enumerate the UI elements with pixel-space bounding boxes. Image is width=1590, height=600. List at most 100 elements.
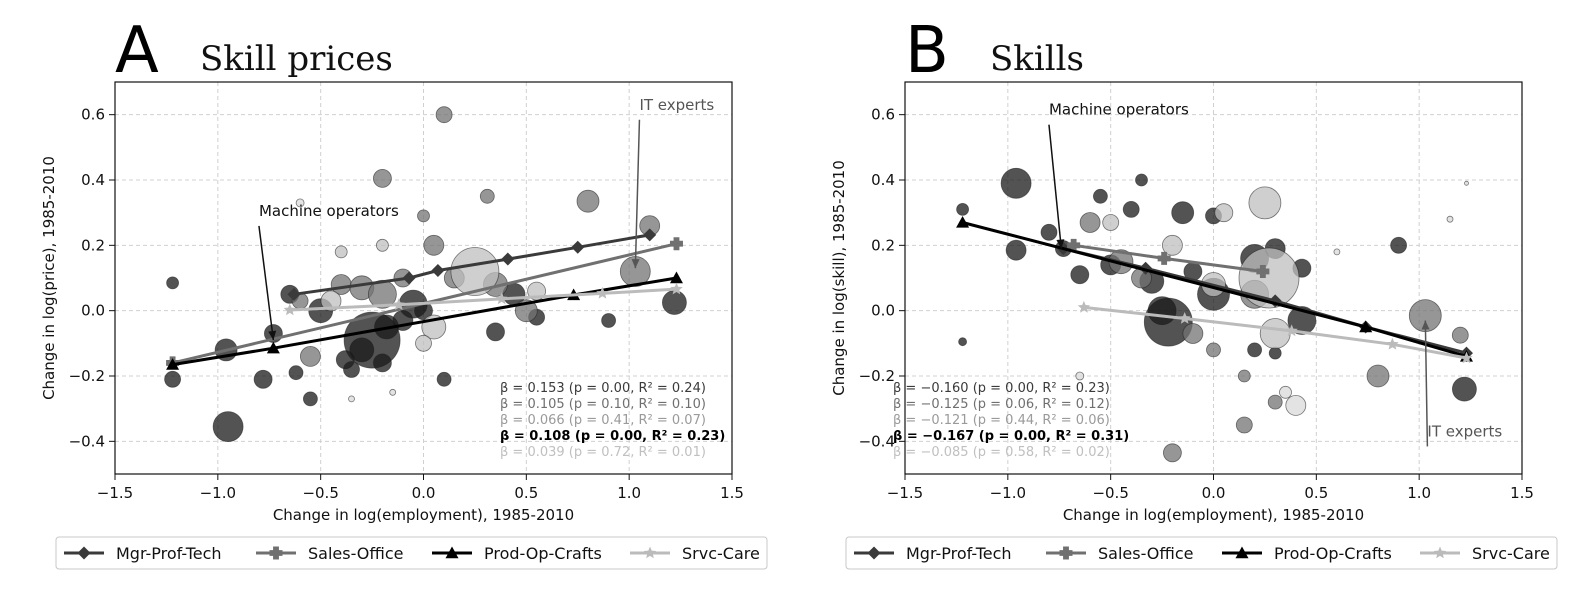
regression-stat: β = −0.167 (p = 0.00, R² = 0.31): [893, 429, 1129, 444]
y-tick-label: 0.4: [81, 171, 105, 189]
scatter-point: [958, 337, 968, 347]
x-tick-label: −1.0: [990, 484, 1026, 502]
fit-line: [293, 233, 650, 296]
x-tick-label: 0.0: [412, 484, 436, 502]
chart-a-svg: A Skill prices −1.5 −1.0 −0.5 0.0 0.5 1.0 1.5 −0.…: [40, 14, 768, 570]
scatter-point: [576, 189, 600, 213]
scatter-point: [372, 353, 392, 373]
legend-label: Mgr-Prof-Tech: [116, 544, 222, 563]
y-tick-label: 0.4: [871, 171, 895, 189]
legend: Mgr-Prof-Tech Sales-Office Prod-Op-Crafts S…: [845, 536, 1558, 570]
scatter-point: [436, 371, 452, 387]
x-tick-label: 0.0: [1202, 484, 1226, 502]
scatter-point: [343, 361, 360, 378]
annotation-arrowhead: [1056, 239, 1065, 249]
legend-label: Srvc-Care: [1472, 544, 1550, 563]
scatter-point: [320, 290, 342, 312]
regression-stat: β = 0.105 (p = 0.10, R² = 0.10): [500, 397, 706, 412]
scatter-point: [1366, 364, 1390, 388]
scatter-point: [372, 168, 392, 188]
series-marker: [1077, 300, 1091, 313]
scatter-point: [423, 234, 445, 256]
x-tick-label: 0.5: [1304, 484, 1328, 502]
scatter-point: [1452, 376, 1477, 402]
regression-stat: β = 0.108 (p = 0.00, R² = 0.23): [500, 429, 725, 444]
scatter-point: [389, 388, 397, 396]
y-axis-label: Change in log(price), 1985-2010: [40, 156, 58, 400]
scatter-point: [479, 188, 495, 204]
scatter-point: [253, 369, 273, 389]
scatter-point: [288, 365, 304, 381]
scatter-point: [1451, 326, 1469, 344]
series-marker: [1157, 251, 1171, 265]
x-tick-label: 1.5: [720, 484, 744, 502]
regression-stat: β = −0.121 (p = 0.44, R² = 0.06): [893, 413, 1110, 428]
scatter-point: [212, 411, 244, 443]
annotation-label: IT experts: [1427, 422, 1502, 440]
regression-stat: β = 0.039 (p = 0.72, R² = 0.01): [500, 445, 706, 460]
scatter-points: [164, 106, 687, 443]
scatter-point: [1070, 265, 1090, 285]
series-marker: [669, 237, 683, 251]
fit-line: [172, 276, 677, 367]
panel-letter: A: [115, 14, 159, 88]
series-marker: [571, 240, 585, 254]
annotation-arrow: [258, 225, 275, 341]
chart-panel-b: B Skills −1.5 −1.0 −0.5 0.0 0.5 1.0 1.5 −0.4 −0.2 0…: [790, 0, 1580, 600]
x-tick-label: 1.0: [617, 484, 641, 502]
chart-panel-a: A Skill prices −1.5 −1.0 −0.5 0.0 0.5 1.0 1.5 −0.…: [0, 0, 790, 600]
series-marker: [1359, 320, 1373, 333]
scatter-point: [1122, 200, 1140, 218]
legend-marker: [269, 546, 283, 560]
annotation-arrowhead: [631, 259, 640, 269]
panel-letter: B: [905, 14, 949, 88]
scatter-point: [1247, 342, 1263, 358]
legend-marker: [445, 546, 459, 559]
scatter-point: [1161, 234, 1183, 256]
scatter-point: [415, 334, 432, 352]
scatter-point: [1238, 247, 1300, 309]
scatter-point: [1040, 223, 1058, 241]
scatter-point: [1075, 371, 1085, 381]
scatter-point: [1390, 236, 1407, 254]
y-tick-label: 0.6: [81, 106, 105, 124]
scatter-point: [1135, 173, 1148, 187]
series-marker: [1067, 238, 1081, 252]
scatter-point: [1206, 342, 1221, 358]
series-marker: [287, 287, 301, 301]
legend-label: Mgr-Prof-Tech: [906, 544, 1012, 563]
x-tick-label: −1.5: [97, 484, 133, 502]
series-marker: [495, 292, 508, 305]
legend-label: Prod-Op-Crafts: [1274, 544, 1392, 563]
y-tick-label: −0.2: [69, 367, 105, 385]
scatter-point: [417, 209, 430, 223]
legend-box: [845, 536, 1558, 570]
legend-marker: [1433, 546, 1447, 559]
chart-b-svg: B Skills −1.5 −1.0 −0.5 0.0 0.5 1.0 1.5 −0.4 −0.2 0…: [830, 14, 1558, 570]
scatter-point: [295, 198, 305, 208]
scatter-point: [662, 290, 687, 315]
legend-marker: [643, 546, 657, 559]
legend-marker: [867, 546, 881, 560]
scatter-point: [1102, 214, 1120, 231]
legend-marker: [77, 546, 91, 560]
x-tick-label: 1.0: [1407, 484, 1431, 502]
series-marker: [266, 341, 280, 354]
y-tick-label: −0.4: [69, 432, 105, 450]
fit-lines: [166, 228, 683, 370]
x-tick-label: −1.0: [200, 484, 236, 502]
legend-label: Srvc-Care: [682, 544, 760, 563]
series-marker: [283, 303, 296, 316]
scatter-points: [956, 167, 1477, 463]
y-tick-label: 0.0: [81, 302, 105, 320]
scatter-point: [1214, 203, 1234, 223]
scatter-point: [1333, 248, 1341, 256]
x-tick-label: 0.5: [514, 484, 538, 502]
annotation-arrow: [1424, 320, 1429, 447]
series-marker: [392, 298, 405, 310]
y-tick-label: 0.6: [871, 106, 895, 124]
legend-marker: [1059, 546, 1073, 560]
x-tick-label: −0.5: [302, 484, 338, 502]
scatter-point: [1248, 186, 1282, 220]
scatter-point: [166, 276, 180, 290]
